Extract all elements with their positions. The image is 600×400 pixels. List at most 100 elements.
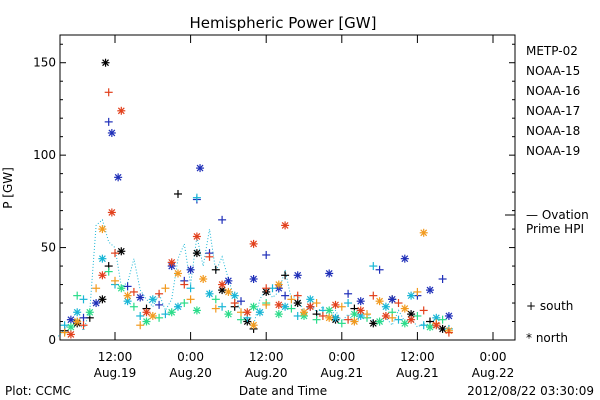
data-point-noaa-19	[419, 306, 428, 315]
data-point-noaa-16	[394, 315, 403, 324]
data-point-noaa-18	[60, 328, 69, 337]
data-point-noaa-18	[211, 304, 220, 313]
data-point-noaa-19	[79, 321, 88, 330]
data-point-metp-02	[101, 58, 110, 67]
data-point-noaa-17	[337, 319, 346, 328]
data-point-noaa-16	[432, 313, 441, 322]
data-point-noaa-19	[274, 300, 283, 309]
data-point-noaa-16	[60, 321, 69, 330]
data-point-noaa-16	[161, 310, 170, 319]
legend-item-noaa-18: NOAA-18	[526, 124, 580, 138]
x-axis-label: Date and Time	[239, 384, 327, 398]
data-point-noaa-15	[293, 271, 302, 280]
data-point-metp-02	[98, 295, 107, 304]
data-point-noaa-19	[318, 311, 327, 320]
x-tick-label-date: Aug.21	[396, 366, 439, 380]
data-point-noaa-18	[148, 311, 157, 320]
x-tick-label-time: 12:00	[98, 350, 133, 364]
data-point-noaa-16	[174, 302, 182, 311]
x-tick-label-time: 0:00	[177, 350, 204, 364]
plot-area	[57, 34, 516, 341]
data-point-noaa-18	[337, 302, 346, 311]
data-point-noaa-15	[92, 299, 101, 308]
data-point-noaa-16	[98, 254, 107, 263]
scatter-points	[60, 58, 453, 339]
data-point-noaa-19	[129, 287, 138, 296]
data-point-noaa-17	[180, 299, 189, 308]
data-point-noaa-18	[363, 310, 371, 319]
data-point-noaa-18	[375, 297, 384, 306]
data-point-noaa-16	[123, 297, 132, 306]
data-point-noaa-18	[262, 300, 271, 309]
y-tick-label: 0	[48, 333, 56, 347]
y-axis: 0 50 100 150	[33, 43, 515, 347]
ovation-label-line2: Prime HPI	[526, 222, 584, 236]
data-point-noaa-19	[155, 289, 164, 298]
data-point-noaa-19	[394, 299, 403, 308]
data-point-noaa-17	[129, 302, 138, 311]
data-point-noaa-19	[356, 306, 365, 315]
data-point-noaa-19	[407, 315, 416, 324]
legend-item-noaa-15: NOAA-15	[526, 64, 580, 78]
data-point-noaa-17	[142, 317, 151, 326]
data-point-noaa-16	[186, 284, 195, 293]
data-point-noaa-15	[196, 164, 205, 173]
data-point-noaa-18	[111, 276, 119, 285]
x-tick-label-time: 0:00	[328, 350, 355, 364]
data-point-noaa-19	[262, 284, 271, 293]
data-point-noaa-15	[79, 313, 88, 322]
data-point-noaa-15	[344, 289, 353, 298]
data-point-noaa-19	[66, 330, 75, 339]
data-point-noaa-16	[218, 302, 227, 311]
data-point-metp-02	[218, 286, 227, 295]
footer-left: Plot: CCMC	[5, 384, 71, 398]
data-point-noaa-18	[287, 295, 296, 304]
data-point-noaa-15	[107, 128, 116, 137]
data-point-noaa-18	[413, 287, 422, 296]
data-point-noaa-18	[136, 321, 145, 330]
data-point-noaa-16	[136, 311, 145, 320]
data-point-noaa-15	[400, 254, 409, 263]
x-tick-label-date: Aug.21	[321, 366, 364, 380]
data-point-noaa-15	[186, 265, 195, 274]
data-point-noaa-17	[167, 308, 176, 317]
data-point-noaa-15	[438, 275, 447, 283]
data-point-noaa-19	[230, 299, 239, 308]
data-point-noaa-16	[255, 308, 264, 317]
data-point-noaa-18	[400, 304, 409, 313]
data-point-noaa-15	[388, 295, 397, 304]
data-point-noaa-17	[249, 302, 258, 311]
data-point-noaa-15	[249, 275, 258, 283]
data-point-noaa-17	[85, 308, 94, 317]
data-point-noaa-19	[369, 291, 378, 300]
data-point-noaa-18	[325, 313, 334, 322]
data-point-noaa-15	[224, 276, 233, 285]
data-point-noaa-18	[186, 295, 195, 304]
data-point-noaa-17	[274, 310, 283, 319]
data-point-metp-02	[117, 247, 126, 256]
legend: METP-02 NOAA-15 NOAA-16 NOAA-17 NOAA-18 NOAA-…	[526, 44, 580, 158]
data-point-noaa-16	[73, 308, 82, 317]
data-point-noaa-19	[104, 88, 113, 97]
data-point-noaa-17	[426, 323, 434, 332]
data-point-noaa-16	[344, 299, 353, 308]
data-point-noaa-15	[66, 315, 75, 324]
data-point-noaa-19	[180, 280, 189, 289]
data-point-noaa-17	[287, 304, 296, 313]
data-point-noaa-15	[136, 293, 145, 302]
data-point-noaa-19	[331, 300, 340, 309]
data-point-noaa-18	[199, 275, 208, 283]
data-point-noaa-18	[92, 284, 101, 293]
data-point-metp-02	[293, 299, 302, 308]
legend-item-noaa-19: NOAA-19	[526, 144, 580, 158]
data-point-metp-02	[192, 249, 201, 258]
data-point-noaa-17	[66, 323, 75, 332]
y-tick-label: 150	[33, 56, 56, 70]
data-point-noaa-17	[73, 291, 82, 300]
x-tick-label-time: 0:00	[480, 350, 507, 364]
data-point-noaa-16	[407, 291, 416, 300]
data-point-noaa-17	[192, 306, 201, 315]
x-tick-label-time: 12:00	[249, 350, 284, 364]
data-point-noaa-17	[237, 315, 245, 324]
